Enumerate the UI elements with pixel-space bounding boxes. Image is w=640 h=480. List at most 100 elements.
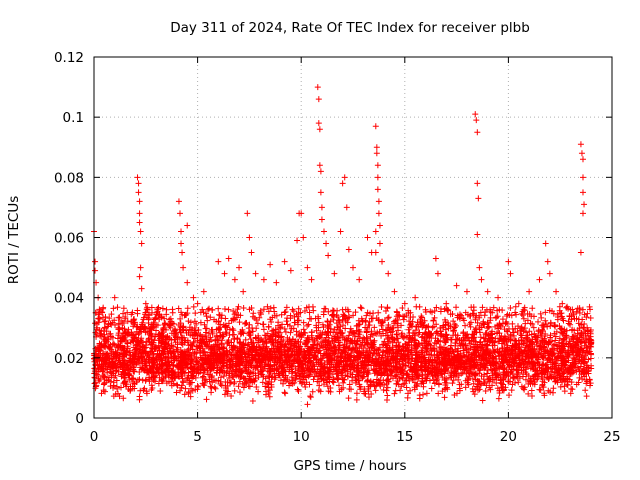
data-point	[309, 336, 316, 343]
data-point	[233, 314, 240, 321]
data-point	[188, 385, 195, 392]
data-point	[220, 373, 227, 380]
data-point	[310, 354, 317, 361]
data-point	[151, 373, 158, 380]
data-point	[435, 360, 442, 367]
data-point	[456, 387, 463, 394]
data-point	[292, 375, 299, 382]
data-point	[506, 392, 513, 399]
data-point	[242, 351, 249, 358]
data-point	[187, 393, 194, 400]
data-point	[445, 360, 452, 367]
data-point	[479, 341, 486, 348]
data-point	[393, 373, 400, 380]
data-point	[394, 358, 401, 365]
data-point	[460, 366, 467, 373]
data-point	[315, 319, 322, 326]
data-point	[247, 329, 254, 336]
data-point	[155, 331, 162, 338]
data-point	[200, 373, 207, 380]
data-point	[266, 363, 273, 370]
data-point	[529, 305, 536, 312]
data-point	[476, 370, 483, 377]
data-point	[305, 321, 312, 328]
data-point	[179, 334, 186, 341]
data-point	[337, 353, 344, 360]
data-point	[362, 354, 369, 361]
data-point	[477, 367, 484, 374]
data-point	[260, 306, 267, 313]
data-point	[157, 388, 164, 395]
data-point	[337, 323, 344, 330]
data-point	[568, 335, 575, 342]
data-point	[476, 378, 483, 385]
data-point	[338, 370, 345, 377]
data-point	[346, 386, 353, 393]
data-point	[152, 378, 159, 385]
data-point	[171, 374, 178, 381]
data-point	[264, 330, 271, 337]
data-point	[125, 372, 132, 379]
data-point	[581, 320, 588, 327]
data-point	[424, 371, 431, 378]
data-point	[416, 303, 423, 310]
data-point	[580, 370, 587, 377]
data-point	[434, 355, 441, 362]
data-point	[328, 335, 335, 342]
data-point	[240, 384, 247, 391]
data-point	[485, 333, 492, 340]
data-point	[342, 372, 349, 379]
data-point	[259, 379, 266, 386]
data-point	[363, 312, 370, 319]
data-point	[102, 350, 109, 357]
data-point	[563, 304, 570, 311]
data-point	[275, 348, 282, 355]
data-point	[201, 359, 208, 366]
data-point	[222, 329, 229, 336]
data-point	[403, 362, 410, 369]
data-point	[423, 377, 430, 384]
data-point	[452, 342, 459, 349]
data-point	[404, 342, 411, 349]
data-point	[497, 379, 504, 386]
data-point	[361, 357, 368, 364]
data-point	[98, 356, 105, 363]
data-point	[215, 305, 222, 312]
data-point	[353, 323, 360, 330]
data-point	[403, 384, 410, 391]
data-point	[489, 309, 496, 316]
data-point	[236, 339, 243, 346]
data-point	[127, 354, 134, 361]
data-point	[358, 343, 365, 350]
data-point	[580, 358, 587, 365]
data-point	[357, 359, 364, 366]
data-point	[441, 394, 448, 401]
data-point	[411, 330, 418, 337]
data-point	[463, 332, 470, 339]
data-point	[450, 318, 457, 325]
data-point	[161, 346, 168, 353]
data-point	[242, 358, 249, 365]
data-point	[134, 323, 141, 330]
data-point	[409, 335, 416, 342]
data-point	[206, 338, 213, 345]
data-point	[382, 351, 389, 358]
data-point	[150, 374, 157, 381]
data-point	[122, 380, 129, 387]
data-point	[539, 381, 546, 388]
data-point	[261, 362, 268, 369]
data-point	[417, 316, 424, 323]
data-point	[124, 340, 131, 347]
data-point	[564, 381, 571, 388]
data-point	[539, 336, 546, 343]
data-point	[127, 387, 134, 394]
data-point	[109, 341, 116, 348]
data-point	[389, 324, 396, 331]
data-point	[544, 364, 551, 371]
data-point	[485, 352, 492, 359]
data-point	[334, 361, 341, 368]
data-point	[387, 326, 394, 333]
data-point	[120, 395, 127, 402]
data-point	[145, 369, 152, 376]
data-point	[324, 368, 331, 375]
